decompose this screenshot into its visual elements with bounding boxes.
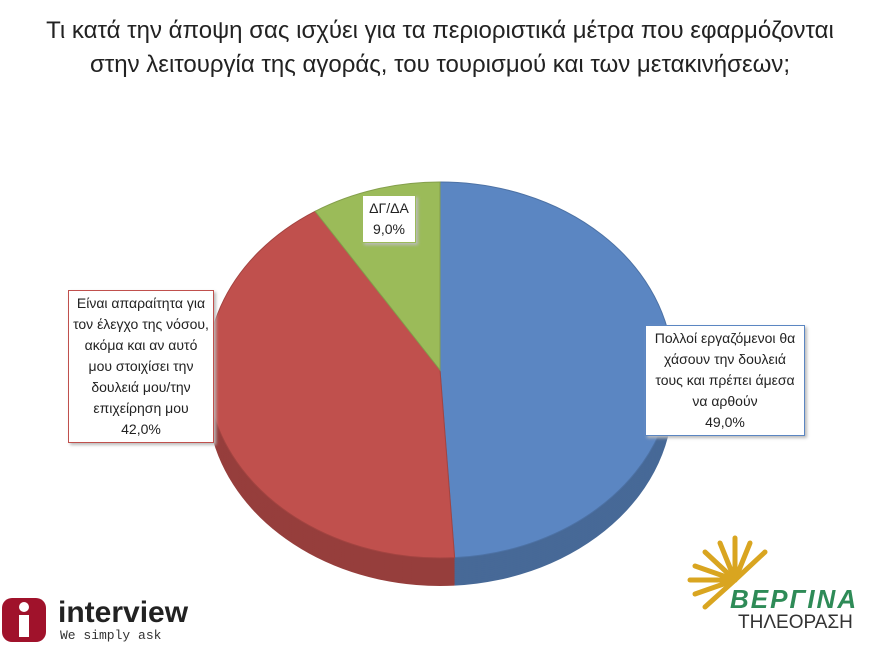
chart-title: Τι κατά την άποψη σας ισχύει για τα περι…: [46, 17, 834, 78]
interview-name: interview: [58, 596, 189, 629]
logo-icon-dot: [19, 602, 29, 612]
slice: [439, 181, 674, 559]
slice-value: 49,0%: [705, 414, 745, 430]
data-label: ΔΓ/ΔΑ 9,0%: [362, 195, 416, 243]
data-label: Είναι απαραίτητα για τον έλεγχο της νόσο…: [68, 290, 214, 443]
slice-name: Πολλοί εργαζόμενοι θα χάσουν την δουλειά…: [654, 330, 796, 409]
interview-tagline: We simply ask: [60, 628, 162, 643]
interview-logo: [2, 598, 46, 642]
slice: [206, 210, 456, 559]
slice-name: ΔΓ/ΔΑ: [369, 200, 409, 216]
slice-name: Είναι απαραίτητα για τον έλεγχο της νόσο…: [73, 295, 209, 416]
vergina-sun: [687, 535, 768, 610]
pie: [206, 181, 674, 586]
slice-value: 9,0%: [373, 221, 405, 237]
data-label: Πολλοί εργαζόμενοι θα χάσουν την δουλειά…: [645, 325, 805, 436]
vergina-sub: ΤΗΛΕΟΡΑΣΗ: [738, 612, 853, 633]
logo-icon-bar: [19, 615, 29, 637]
vergina-name: ΒΕΡΓΙΝΑ: [730, 584, 859, 614]
slice-value: 42,0%: [121, 421, 161, 437]
